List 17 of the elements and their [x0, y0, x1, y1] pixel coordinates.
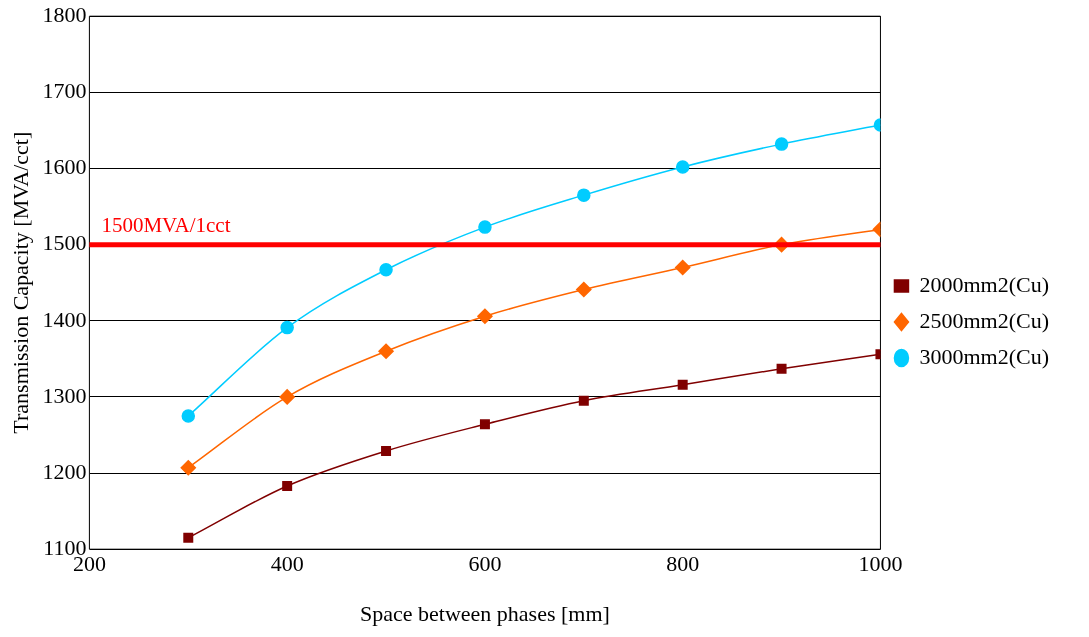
y-tick-label: 1600	[42, 154, 87, 180]
x-tick-label: 600	[468, 551, 502, 577]
y-tick-label: 1700	[42, 78, 87, 104]
y-tick-label: 1400	[42, 306, 87, 332]
ref-line-label: 1500MVA/1cct	[101, 212, 231, 237]
legend-label: 2000mm2(Cu)	[919, 271, 1050, 297]
y-tick-label: 1200	[42, 458, 87, 484]
y-tick-label: 1500	[42, 230, 87, 256]
x-tick-label: 1000	[858, 551, 903, 577]
y-tick-label: 1300	[42, 382, 87, 408]
y-axis-title: Transmission Capacity [MVA/cct]	[7, 131, 33, 434]
x-tick-label: 800	[666, 551, 700, 577]
legend-label: 3000mm2(Cu)	[919, 343, 1050, 369]
x-axis-title: Space between phases [mm]	[359, 600, 610, 626]
y-tick-label: 1800	[42, 1, 87, 27]
x-tick-label: 400	[270, 551, 304, 577]
legend-label: 2500mm2(Cu)	[919, 307, 1050, 333]
